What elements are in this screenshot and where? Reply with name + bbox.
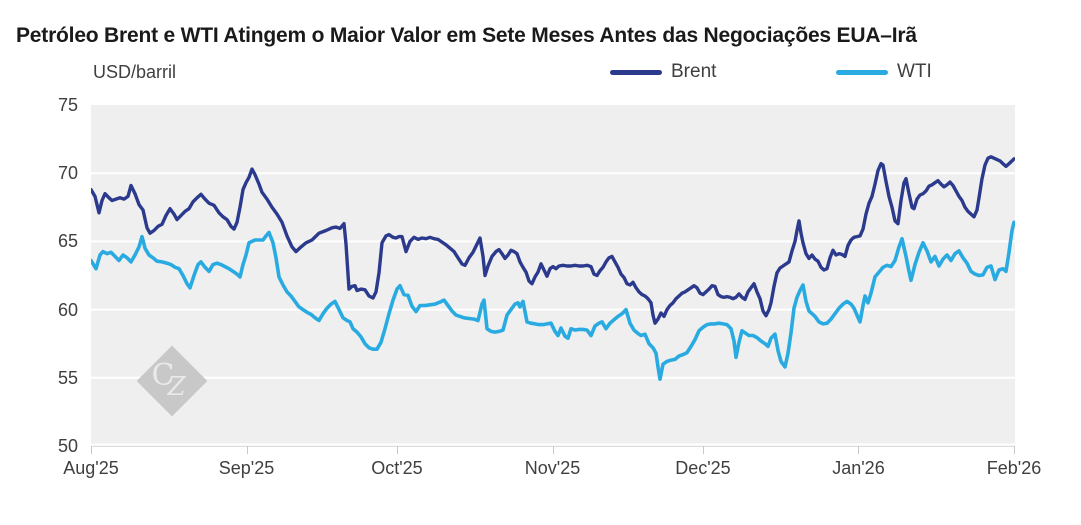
x-tick-label-Feb'26: Feb'26 <box>986 458 1042 478</box>
x-tick-Dec'25 <box>702 446 704 454</box>
legend-label-brent: Brent <box>671 61 717 82</box>
x-tick-Sep'25 <box>246 446 248 454</box>
y-axis-unit-label: USD/barril <box>93 62 177 82</box>
x-tick-Feb'26 <box>1014 446 1015 454</box>
x-tick-label-Jan'26: Jan'26 <box>832 458 885 478</box>
wti-line-swatch <box>836 69 888 75</box>
series-svg <box>91 155 1015 446</box>
x-tick-label-Dec'25: Dec'25 <box>675 458 731 478</box>
series-line-brent[interactable] <box>91 155 1015 325</box>
y-tick-label-50: 50 <box>57 436 78 456</box>
x-tick-label-Oct'25: Oct'25 <box>371 458 423 478</box>
x-tick-Oct'25 <box>396 446 398 454</box>
x-tick-label-Sep'25: Sep'25 <box>218 458 275 478</box>
y-tick-label-75: 75 <box>57 95 78 115</box>
series-line-wti[interactable] <box>91 220 1015 382</box>
y-tick-label-70: 70 <box>57 163 78 184</box>
legend-item-brent[interactable]: Brent <box>610 61 716 83</box>
y-tick-label-65: 65 <box>57 231 78 252</box>
x-tick-Aug'25 <box>91 446 92 454</box>
y-tick-label-60: 60 <box>57 299 78 320</box>
x-tick-Jan'26 <box>858 446 860 454</box>
x-tick-label-Nov'25: Nov'25 <box>524 458 581 478</box>
x-tick-label-Aug'25: Aug'25 <box>63 458 119 478</box>
legend-label-wti: WTI <box>897 61 932 82</box>
legend-item-wti[interactable]: WTI <box>836 61 932 83</box>
y-tick-label-55: 55 <box>57 367 78 388</box>
brent-line-swatch <box>610 69 662 75</box>
page-title: Petróleo Brent e WTI Atingem o Maior Val… <box>16 24 917 48</box>
x-tick-Nov'25 <box>552 446 554 454</box>
